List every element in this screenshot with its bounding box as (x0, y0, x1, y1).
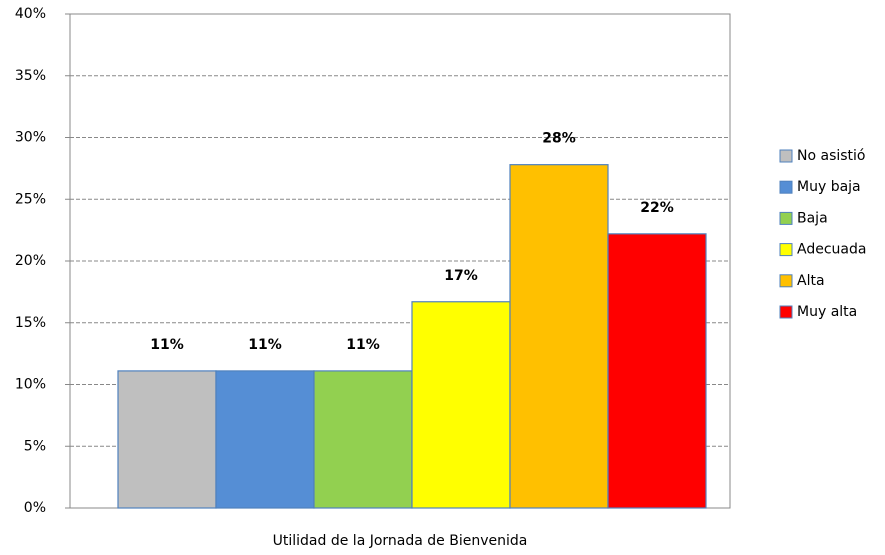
data-label: 22% (640, 200, 674, 216)
y-tick-label: 5% (24, 438, 46, 454)
y-tick-label: 15% (15, 315, 46, 331)
y-tick-label: 30% (15, 130, 46, 146)
legend-label: Baja (797, 210, 828, 226)
y-tick-label: 0% (24, 500, 46, 516)
y-tick-label: 20% (15, 253, 46, 269)
data-label: 17% (444, 268, 478, 284)
legend-swatch (779, 305, 793, 319)
legend-label: Muy baja (797, 179, 861, 195)
y-tick-label: 10% (15, 377, 46, 393)
bar (411, 301, 511, 509)
bar (509, 164, 609, 509)
y-tick-label: 25% (15, 191, 46, 207)
data-label: 11% (346, 337, 380, 353)
legend-swatch (779, 274, 793, 288)
legend-label: Alta (797, 273, 825, 289)
data-label: 28% (542, 131, 576, 147)
x-tick-label: Utilidad de la Jornada de Bienvenida (273, 533, 528, 549)
legend-label: No asistió (797, 148, 866, 164)
legend-label: Adecuada (797, 242, 866, 258)
y-tick-label: 35% (15, 68, 46, 84)
legend-label: Muy alta (797, 304, 857, 320)
data-label: 11% (150, 337, 184, 353)
data-label: 11% (248, 337, 282, 353)
y-tick-label: 40% (15, 6, 46, 22)
legend-swatch (779, 211, 793, 225)
bar (117, 370, 217, 509)
legend-swatch (779, 149, 793, 163)
legend-swatch (779, 243, 793, 257)
bar (607, 233, 707, 509)
bar (313, 370, 413, 509)
legend-swatch (779, 180, 793, 194)
bar (215, 370, 315, 509)
